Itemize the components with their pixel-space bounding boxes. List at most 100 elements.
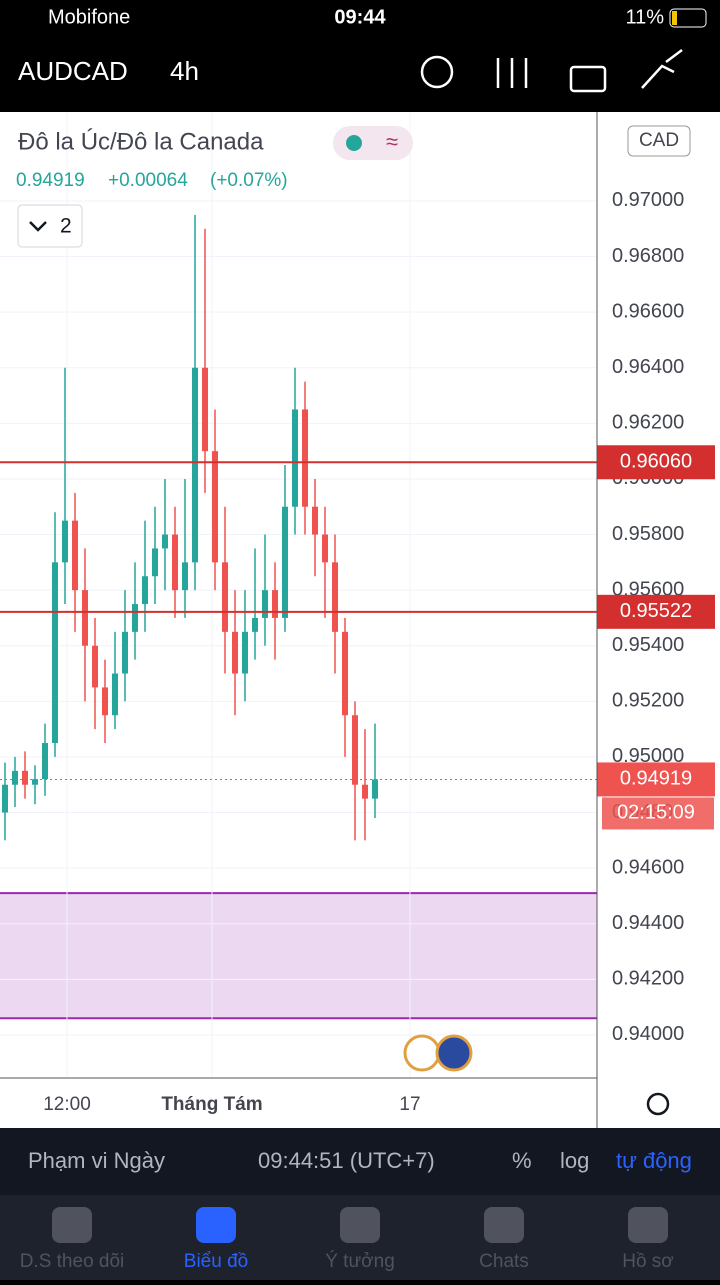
candle-body (2, 784, 8, 813)
alert-icon[interactable] (420, 55, 454, 89)
nav-label[interactable]: Hồ sơ (622, 1251, 674, 1272)
candle-body (202, 367, 208, 452)
range-button[interactable]: Phạm vi Ngày (28, 1148, 165, 1173)
chart-title: Đô la Úc/Đô la Canada (18, 128, 264, 155)
candle-body (72, 520, 78, 591)
candle-body (252, 617, 258, 632)
candle-body (32, 779, 38, 785)
candle-body (162, 534, 168, 549)
candle-body (342, 631, 348, 716)
candle-body (142, 576, 148, 605)
countdown-tag (602, 797, 714, 830)
y-tick-label: 0.94400 (612, 912, 684, 934)
candle-body (192, 367, 198, 563)
y-tick-label: 0.95000 (612, 745, 684, 767)
x-tick-label: Tháng Tám (161, 1094, 262, 1115)
carrier: Mobifone (48, 6, 130, 28)
candle-body (172, 534, 178, 591)
y-tick-label: 0.95400 (612, 634, 684, 656)
chart-area: 0.940000.942000.944000.946000.948000.950… (0, 112, 715, 1115)
interval[interactable]: 4h (170, 56, 199, 86)
log-toggle[interactable]: log (560, 1148, 589, 1173)
candle-body (12, 770, 18, 785)
wave-icon: ≈ (386, 129, 398, 154)
nav-label[interactable]: Biểu đồ (184, 1251, 248, 1272)
candle-body (92, 645, 98, 688)
candle-body (182, 562, 188, 591)
candle-body (372, 779, 378, 799)
currency-badge[interactable] (627, 125, 691, 157)
nav-label[interactable]: Chats (479, 1251, 529, 1272)
currency: CAD (639, 130, 679, 151)
x-tick-label: 12:00 (43, 1094, 91, 1115)
candle-body (242, 631, 248, 674)
time-zone[interactable]: 09:44:51 (UTC+7) (258, 1148, 435, 1173)
header-bg (0, 0, 720, 112)
nav-label[interactable]: Ý tưởng (325, 1251, 395, 1272)
candle-body (82, 590, 88, 646)
indicator-icon[interactable] (496, 58, 528, 88)
settings-icon[interactable] (646, 1092, 670, 1116)
candle-body (42, 743, 48, 780)
x-tick-label: 17 (399, 1094, 420, 1115)
change: +0.00064 (108, 170, 188, 191)
countdown: 02:15:09 (617, 802, 695, 824)
candle-body (62, 520, 68, 563)
candle-body (302, 409, 308, 507)
battery: 11% (625, 6, 664, 28)
candle-body (362, 784, 368, 799)
flag-ca[interactable] (403, 1034, 441, 1072)
y-tick-label: 0.96400 (612, 356, 684, 378)
nav-icon[interactable] (484, 1207, 524, 1243)
candle-body (132, 604, 138, 632)
draw-icon[interactable] (641, 49, 683, 89)
candle-body (312, 506, 318, 535)
candle-body (282, 506, 288, 618)
change-pct: (+0.07%) (210, 170, 288, 191)
candle-body (152, 548, 158, 577)
y-tick-label: 0.97000 (612, 189, 684, 211)
volume-band (0, 893, 597, 1019)
auto-toggle[interactable]: tự động (616, 1148, 692, 1173)
candle-body (102, 687, 108, 716)
candle-body (22, 770, 28, 785)
nav-icon[interactable] (340, 1207, 380, 1243)
candle-body (262, 590, 268, 618)
battery-level (672, 11, 677, 25)
status-pill[interactable] (333, 126, 413, 160)
chevron (29, 221, 47, 232)
market-dot (346, 135, 362, 151)
lock-icon[interactable] (569, 65, 607, 93)
y-tick-label: 0.94600 (612, 856, 684, 878)
last-price-tag (597, 762, 715, 797)
candle-body (222, 562, 228, 632)
candle-body (292, 409, 298, 507)
percent-toggle[interactable]: % (512, 1148, 532, 1173)
indicator-toggle[interactable] (17, 204, 83, 248)
battery-icon (669, 8, 707, 28)
price-tag-label: 0.96060 (620, 451, 692, 473)
price-tag-label: 0.95522 (620, 600, 692, 622)
bottom-bar (0, 1128, 720, 1195)
price-tag (597, 594, 715, 629)
flag-au[interactable] (435, 1034, 473, 1072)
last-price-label: 0.94919 (620, 768, 692, 790)
candle-body (122, 631, 128, 674)
candle-body (322, 534, 328, 563)
nav-items: D.S theo dõi Biểu đồ Ý tưởng Chats Hồ sơ (20, 1207, 674, 1272)
nav-icon[interactable] (628, 1207, 668, 1243)
nav-label[interactable]: D.S theo dõi (20, 1251, 125, 1272)
symbol[interactable]: AUDCAD (18, 56, 128, 86)
last-price: 0.94919 (16, 170, 85, 191)
y-tick-label: 0.94000 (612, 1023, 684, 1045)
y-tick-label: 0.96600 (612, 300, 684, 322)
price-tag (597, 445, 715, 480)
y-tick-label: 0.94200 (612, 968, 684, 990)
candle-body (212, 451, 218, 563)
clock: 09:44 (334, 6, 386, 28)
candle-body (352, 715, 358, 785)
candle-body (272, 590, 278, 618)
nav-icon[interactable] (196, 1207, 236, 1243)
nav-icon[interactable] (52, 1207, 92, 1243)
